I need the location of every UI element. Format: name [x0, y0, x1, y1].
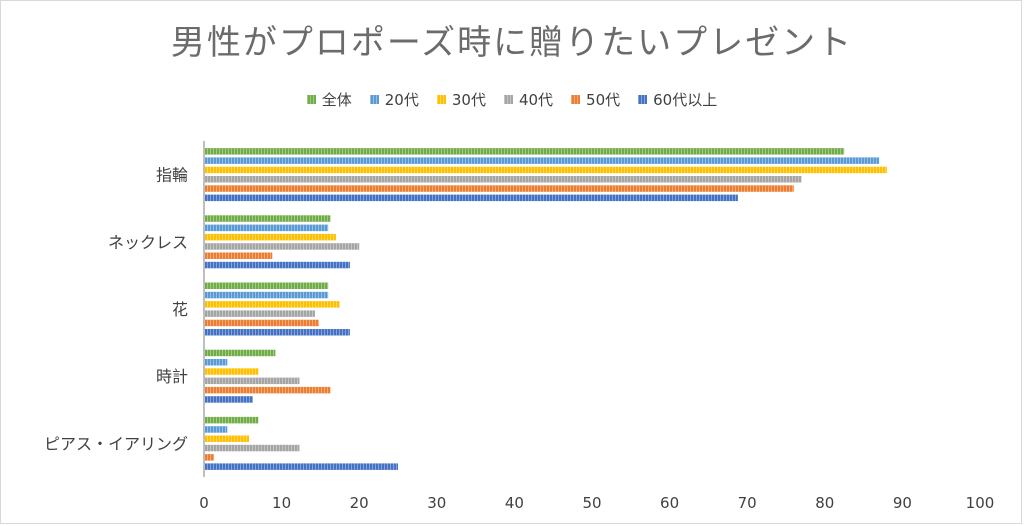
category-label: 時計 — [156, 367, 188, 386]
bar — [204, 194, 738, 202]
legend-item: 60代以上 — [638, 89, 717, 110]
category-label: ピアス・イアリング — [44, 434, 188, 453]
bar — [204, 359, 228, 366]
bar — [204, 252, 273, 259]
bar — [204, 329, 350, 336]
bar — [204, 215, 331, 222]
legend-item: 40代 — [503, 89, 554, 110]
bar — [204, 463, 398, 470]
bar — [204, 310, 315, 317]
legend-item: 30代 — [436, 89, 486, 110]
bar — [204, 426, 228, 433]
legend-item: 全体 — [306, 89, 352, 110]
x-tick-label: 50 — [582, 494, 601, 512]
bar — [204, 368, 259, 375]
legend-swatch — [369, 95, 379, 104]
bar — [204, 444, 300, 452]
bar — [204, 349, 276, 357]
bar — [204, 185, 794, 192]
bar — [204, 148, 845, 155]
x-tick-label: 10 — [272, 494, 291, 512]
x-tick-label: 90 — [893, 494, 912, 512]
bar — [204, 243, 360, 250]
legend-swatch — [436, 95, 446, 104]
legend-swatch — [571, 95, 581, 104]
x-tick-label: 30 — [427, 494, 446, 512]
bar — [204, 291, 329, 299]
x-tick-label: 40 — [505, 494, 524, 512]
x-tick-label: 70 — [738, 494, 757, 512]
chart-title: 男性がプロポーズ時に贈りたいプレゼント — [170, 23, 854, 63]
category-label: 指輪 — [156, 166, 188, 185]
bar — [204, 454, 215, 461]
legend-label: 30代 — [451, 91, 486, 109]
category-label: 花 — [172, 300, 188, 319]
bar — [204, 224, 329, 232]
x-tick-label: 20 — [350, 494, 369, 512]
bar — [204, 377, 300, 385]
legend-swatch — [306, 95, 316, 104]
bar — [204, 416, 259, 424]
bar — [204, 396, 253, 403]
x-tick-label: 100 — [966, 494, 995, 512]
legend-item: 20代 — [369, 89, 419, 110]
legend-label: 60代以上 — [653, 91, 718, 109]
bar — [204, 301, 340, 308]
bar — [204, 166, 887, 174]
bar — [204, 261, 350, 269]
bar — [204, 282, 329, 289]
legend-label: 40代 — [518, 91, 554, 109]
legend-item: 50代 — [571, 89, 620, 110]
x-tick-label: 80 — [815, 494, 834, 512]
x-tick-label: 60 — [660, 494, 679, 512]
bar — [204, 386, 331, 394]
bar — [204, 233, 336, 241]
bar — [204, 435, 250, 442]
legend-swatch — [638, 95, 648, 104]
legend-label: 全体 — [321, 91, 352, 109]
bar — [204, 157, 880, 164]
legend-swatch — [503, 95, 513, 104]
bar — [204, 319, 319, 327]
legend-label: 50代 — [586, 91, 621, 109]
legend-label: 20代 — [384, 91, 419, 109]
category-label: ネックレス — [108, 233, 188, 252]
x-tick-label: 0 — [199, 494, 209, 512]
bar — [204, 176, 802, 183]
chart-legend: 全体 20代 30代 40代 50代 60代以上 — [1, 89, 1023, 110]
